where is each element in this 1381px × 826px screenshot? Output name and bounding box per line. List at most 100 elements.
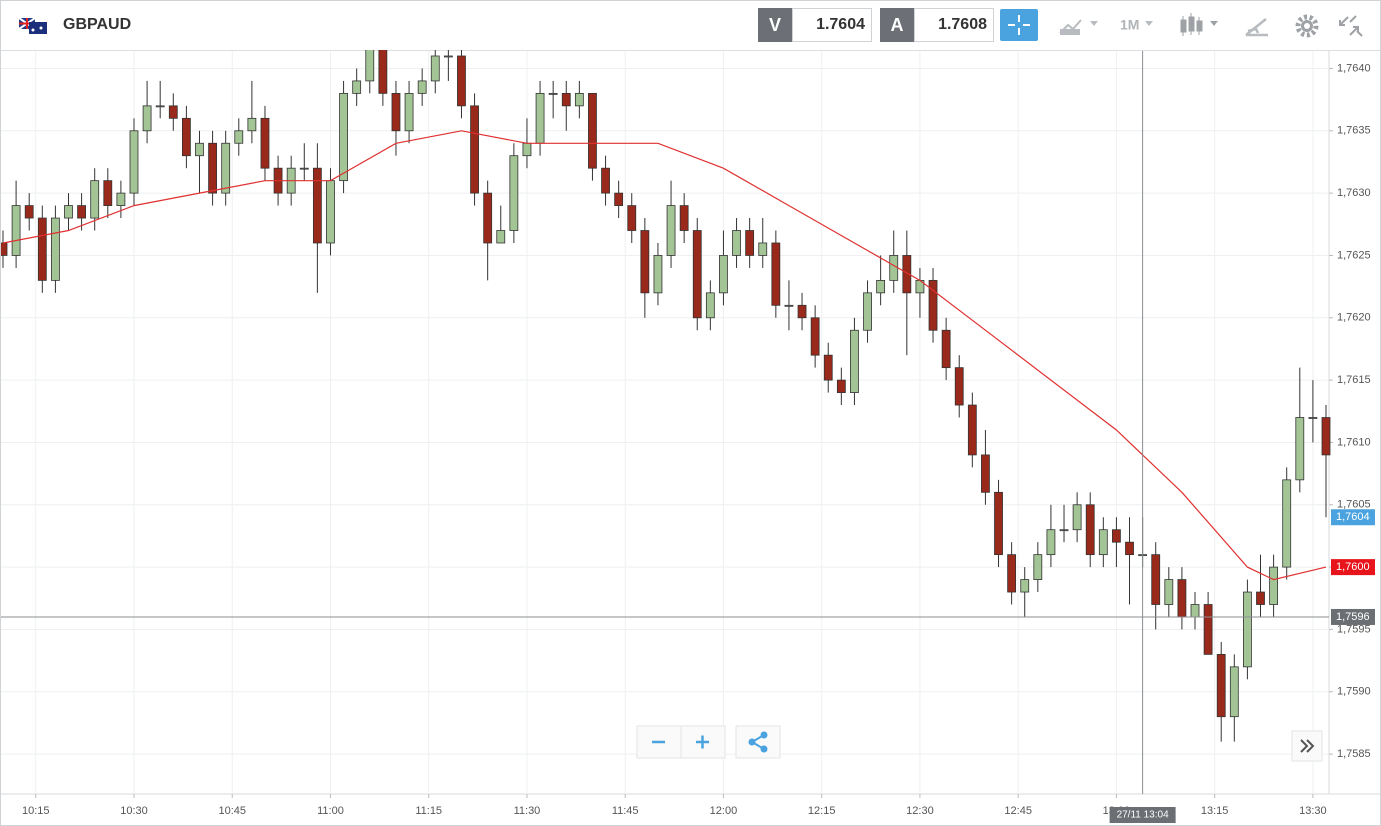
x-tick-label: 13:15	[1201, 805, 1229, 817]
dropdown-arrow	[1145, 21, 1153, 26]
candle-body	[326, 180, 335, 244]
candle-body	[142, 105, 152, 132]
candle-body	[260, 117, 270, 169]
candle-body	[758, 242, 768, 256]
candle-body	[1098, 529, 1108, 556]
candle-body	[1295, 417, 1305, 481]
price-tag-label: 1,7600	[1336, 561, 1370, 573]
plus-icon	[696, 735, 709, 749]
settings-button[interactable]	[1295, 14, 1319, 38]
candle-body	[1308, 417, 1318, 419]
candle-body	[1007, 554, 1017, 593]
candle-body	[836, 379, 846, 393]
candle-body	[823, 354, 833, 381]
ask-price: 1.7608	[914, 8, 994, 42]
candle-body	[404, 92, 414, 132]
candle-body	[509, 155, 519, 231]
candle-body	[1190, 604, 1200, 618]
candle-body	[64, 205, 73, 219]
candle-body	[116, 192, 126, 206]
x-tick-label: 12:30	[906, 805, 934, 817]
price-chart: 1,7585 1,7590 1,7595 1,7600 1,7605 1,7610 1,76…	[1, 50, 1380, 823]
toolbar: GBPAUD V 1.7604 A 1.7608 1M	[1, 1, 1380, 51]
candle-body	[627, 205, 637, 231]
candle-body	[1059, 529, 1069, 532]
candle-body	[168, 105, 178, 119]
candle-body	[522, 142, 532, 157]
candle-body	[1243, 591, 1252, 668]
crosshair-price-tag	[1331, 608, 1375, 625]
flag-icon	[19, 18, 47, 34]
candle-body	[483, 192, 493, 244]
y-tick-label: 1,7595	[1337, 623, 1371, 635]
candle-body	[312, 167, 322, 244]
candle-body	[457, 55, 466, 107]
candle-body	[679, 205, 689, 231]
y-tick-label: 1,7635	[1337, 125, 1371, 137]
crosshair-time-tag	[1109, 807, 1176, 823]
candle-body	[208, 142, 217, 194]
candle-body	[692, 230, 702, 319]
x-tick-label: 11:00	[317, 805, 344, 817]
candle-body	[1085, 504, 1095, 556]
candle-body	[470, 105, 479, 194]
candle-body	[954, 367, 964, 406]
candle-body	[195, 142, 204, 157]
share-icon	[748, 731, 768, 753]
candle-body	[601, 167, 610, 194]
candle-body	[784, 304, 794, 307]
candle-body	[1216, 653, 1226, 718]
candle-body	[430, 55, 440, 82]
candle-body	[1125, 541, 1134, 556]
fullscreen-button[interactable]	[1339, 15, 1363, 37]
candle-body	[574, 92, 584, 107]
crosshair-button[interactable]	[1000, 9, 1038, 41]
candle-body	[352, 80, 362, 94]
candle-body	[561, 92, 571, 107]
candles	[1, 50, 1331, 742]
candle-body	[221, 142, 231, 194]
candle-body	[1177, 579, 1187, 618]
candle-body	[981, 454, 990, 493]
buy-button[interactable]: A	[880, 8, 914, 42]
candle-body	[37, 217, 47, 281]
candle-body	[417, 80, 427, 94]
price-tag	[1331, 509, 1375, 526]
x-tick-label: 12:00	[710, 805, 738, 817]
candle-body	[902, 255, 912, 294]
toolbar-icons: 1M	[1000, 9, 1363, 41]
candle-body	[339, 92, 348, 182]
candle-body	[24, 205, 34, 219]
candle-body	[181, 117, 191, 157]
candle-body	[928, 279, 938, 331]
x-tick-label: 13:30	[1299, 805, 1327, 817]
candle-body	[994, 491, 1003, 556]
candle-body	[391, 92, 401, 132]
draw-tool-button[interactable]	[1245, 18, 1268, 37]
x-tick-label: 11:15	[415, 805, 442, 817]
share-button[interactable]	[735, 725, 781, 759]
candle-body	[1229, 666, 1239, 718]
candle-body	[614, 192, 624, 206]
price-tag-label: 1,7604	[1336, 511, 1370, 523]
timeframe-button[interactable]: 1M	[1120, 17, 1139, 33]
candle-body	[129, 130, 139, 194]
candle-body	[103, 180, 113, 206]
symbol: GBPAUD	[63, 16, 132, 33]
candle-body	[11, 205, 21, 256]
x-tick-label: 11:45	[612, 805, 639, 817]
indicators-button[interactable]	[1059, 19, 1098, 35]
sell-button[interactable]: V	[758, 8, 792, 42]
candle-body	[155, 105, 165, 108]
candle-body	[443, 55, 453, 58]
moving-average-line	[2, 130, 1327, 581]
candle-body	[705, 292, 715, 319]
candle-body	[771, 242, 781, 306]
chart-type-button[interactable]	[1180, 13, 1218, 36]
candle-body	[496, 230, 506, 244]
y-tick-label: 1,7615	[1337, 374, 1371, 386]
candle-body	[1164, 579, 1174, 605]
scroll-to-end	[1291, 730, 1323, 762]
candle-body	[1203, 604, 1213, 655]
